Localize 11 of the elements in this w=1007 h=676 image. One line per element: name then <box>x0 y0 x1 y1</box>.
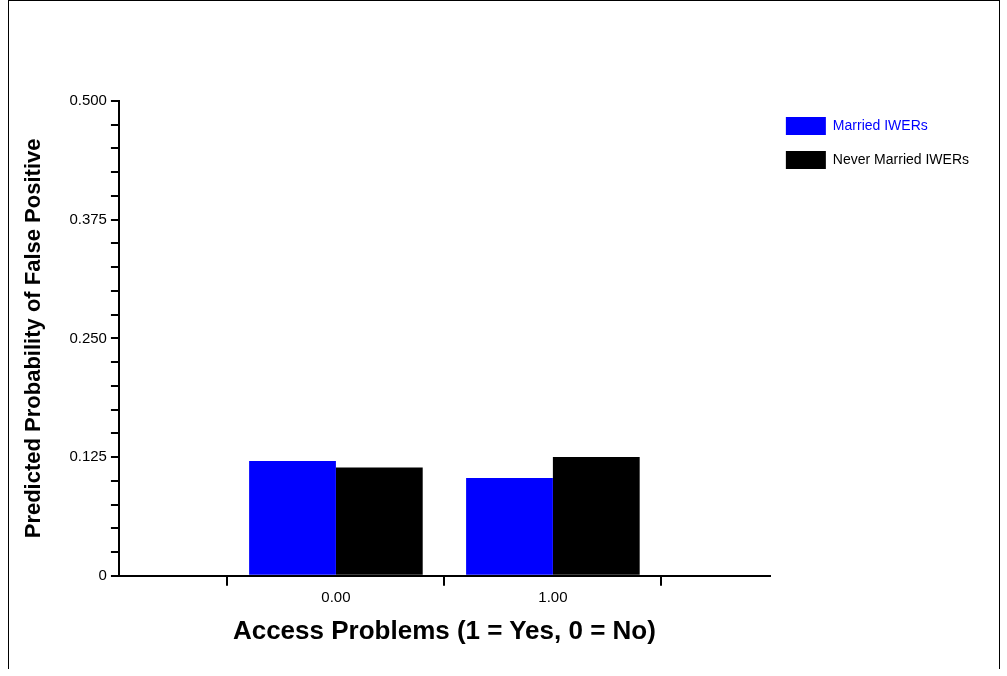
x-axis-title: Access Problems (1 = Yes, 0 = No) <box>232 614 656 645</box>
y-tick-label: 0.250 <box>69 328 107 346</box>
y-tick-label: 0.500 <box>69 91 107 109</box>
x-tick-label: 0.00 <box>321 587 351 605</box>
y-tick-label: 0.125 <box>69 447 107 465</box>
legend-label: Married IWERs <box>832 116 928 133</box>
y-tick-label: 0.375 <box>69 209 107 227</box>
y-axis-title: Predicted Probability of False Positive <box>20 138 46 539</box>
legend-label: Never Married IWERs <box>832 150 970 167</box>
x-tick-label: 1.00 <box>538 587 568 605</box>
y-tick-label: 0 <box>98 565 107 583</box>
